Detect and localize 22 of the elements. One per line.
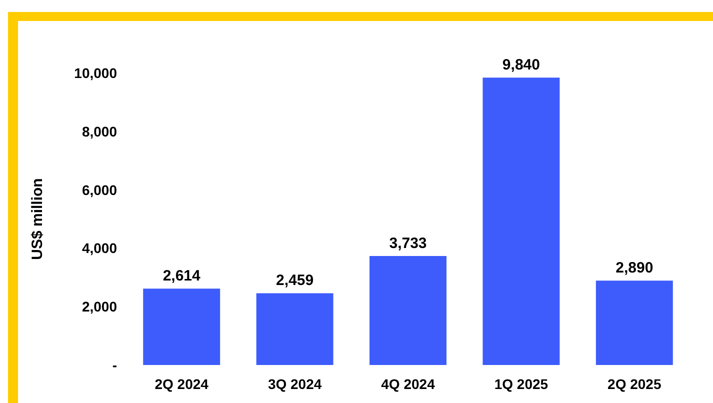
x-tick-label: 4Q 2024 bbox=[381, 376, 436, 392]
x-tick-label: 3Q 2024 bbox=[268, 376, 322, 392]
x-tick-label: 1Q 2025 bbox=[494, 376, 548, 392]
data-label: 2,614 bbox=[162, 268, 202, 285]
bar bbox=[143, 288, 220, 365]
y-axis-title: US$ million bbox=[29, 178, 46, 260]
bar bbox=[370, 256, 446, 365]
x-tick-label: 2Q 2025 bbox=[608, 376, 662, 392]
y-tick-label: 4,000 bbox=[82, 240, 118, 256]
data-label: 2,459 bbox=[276, 272, 314, 290]
bar bbox=[482, 78, 560, 365]
y-tick-label: 10,000 bbox=[74, 65, 118, 81]
bar bbox=[596, 280, 673, 365]
x-tick-label: 2Q 2024 bbox=[154, 376, 209, 392]
bar bbox=[256, 293, 334, 365]
y-tick-label: - bbox=[112, 357, 118, 373]
data-label: 2,890 bbox=[616, 260, 654, 277]
y-tick-label: 8,000 bbox=[82, 123, 118, 140]
y-tick-label: 6,000 bbox=[82, 182, 118, 198]
data-label: 9,840 bbox=[502, 56, 540, 74]
y-tick-label: 2,000 bbox=[82, 298, 118, 315]
data-label: 3,733 bbox=[389, 234, 427, 252]
